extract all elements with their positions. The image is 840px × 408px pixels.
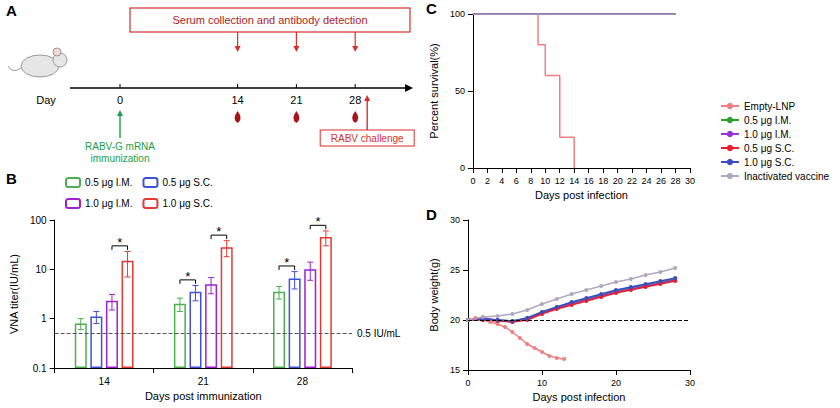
svg-text:1: 1 — [41, 313, 47, 324]
html-text:B: B — [6, 170, 17, 187]
svg-text:21: 21 — [198, 376, 210, 387]
svg-text:0.1: 0.1 — [33, 363, 47, 374]
svg-text:20: 20 — [450, 315, 460, 325]
svg-text:20: 20 — [613, 176, 623, 186]
svg-text:Empty-LNP: Empty-LNP — [744, 101, 795, 112]
svg-text:22: 22 — [627, 176, 637, 186]
svg-text:14: 14 — [231, 94, 243, 106]
svg-text:100: 100 — [30, 215, 47, 226]
svg-text:8: 8 — [528, 176, 533, 186]
svg-text:16: 16 — [584, 176, 594, 186]
svg-text:0: 0 — [470, 176, 475, 186]
svg-text:1.0 μg I.M.: 1.0 μg I.M. — [744, 129, 791, 140]
svg-text:10: 10 — [540, 176, 550, 186]
svg-text:100: 100 — [450, 9, 465, 19]
svg-text:10: 10 — [537, 378, 547, 388]
svg-text:28: 28 — [297, 376, 309, 387]
svg-text:10: 10 — [35, 264, 47, 275]
svg-text:18: 18 — [598, 176, 608, 186]
svg-text:RABV-G mRNA: RABV-G mRNA — [85, 141, 155, 152]
svg-text:50: 50 — [455, 86, 465, 96]
svg-text:21: 21 — [290, 94, 302, 106]
svg-text:immunization: immunization — [91, 153, 150, 164]
svg-text:26: 26 — [656, 176, 666, 186]
svg-text:*: * — [185, 269, 190, 284]
svg-text:*: * — [216, 224, 221, 239]
svg-text:24: 24 — [642, 176, 652, 186]
svg-text:12: 12 — [555, 176, 565, 186]
svg-text:1.0 μg S.C.: 1.0 μg S.C. — [744, 157, 794, 168]
svg-text:Days post infection: Days post infection — [535, 189, 628, 201]
svg-text:0.5 IU/mL: 0.5 IU/mL — [357, 328, 401, 339]
svg-text:0.5 μg I.M.: 0.5 μg I.M. — [744, 115, 791, 126]
svg-text:0.5 μg S.C.: 0.5 μg S.C. — [744, 143, 794, 154]
svg-text:6: 6 — [514, 176, 519, 186]
svg-text:4: 4 — [499, 176, 504, 186]
svg-text:0: 0 — [465, 378, 470, 388]
svg-text:20: 20 — [611, 378, 621, 388]
svg-text:0.5 μg S.C.: 0.5 μg S.C. — [162, 177, 212, 188]
svg-text:30: 30 — [685, 176, 695, 186]
svg-text:Days post immunization: Days post immunization — [145, 390, 262, 402]
svg-text:VNA titer(IU/mL): VNA titer(IU/mL) — [8, 254, 20, 334]
svg-text:Serum collection and antibody: Serum collection and antibody detection — [172, 14, 367, 26]
svg-text:Days post infection: Days post infection — [533, 391, 626, 403]
svg-text:*: * — [315, 214, 320, 229]
svg-text:Inactivated vaccine: Inactivated vaccine — [744, 171, 829, 182]
svg-text:*: * — [284, 255, 289, 270]
svg-text:30: 30 — [685, 378, 695, 388]
html-text:D: D — [426, 206, 437, 223]
svg-text:Body weight(g): Body weight(g) — [428, 258, 440, 331]
svg-text:Day: Day — [36, 94, 56, 106]
svg-text:2: 2 — [485, 176, 490, 186]
svg-text:1.0 μg S.C.: 1.0 μg S.C. — [162, 198, 212, 209]
svg-text:25: 25 — [450, 265, 460, 275]
html-text:C: C — [426, 0, 437, 17]
svg-text:28: 28 — [349, 94, 361, 106]
svg-text:Percent survival(%): Percent survival(%) — [428, 43, 440, 138]
svg-text:28: 28 — [671, 176, 681, 186]
html-text:A: A — [6, 2, 17, 19]
svg-text:14: 14 — [99, 376, 111, 387]
svg-text:*: * — [117, 235, 122, 250]
svg-text:15: 15 — [450, 365, 460, 375]
svg-text:0.5 μg I.M.: 0.5 μg I.M. — [85, 177, 132, 188]
svg-text:30: 30 — [450, 215, 460, 225]
svg-text:0: 0 — [117, 94, 123, 106]
svg-text:1.0 μg I.M.: 1.0 μg I.M. — [85, 198, 132, 209]
svg-text:14: 14 — [569, 176, 579, 186]
svg-text:0: 0 — [460, 163, 465, 173]
svg-text:RABV challenge: RABV challenge — [331, 133, 404, 144]
